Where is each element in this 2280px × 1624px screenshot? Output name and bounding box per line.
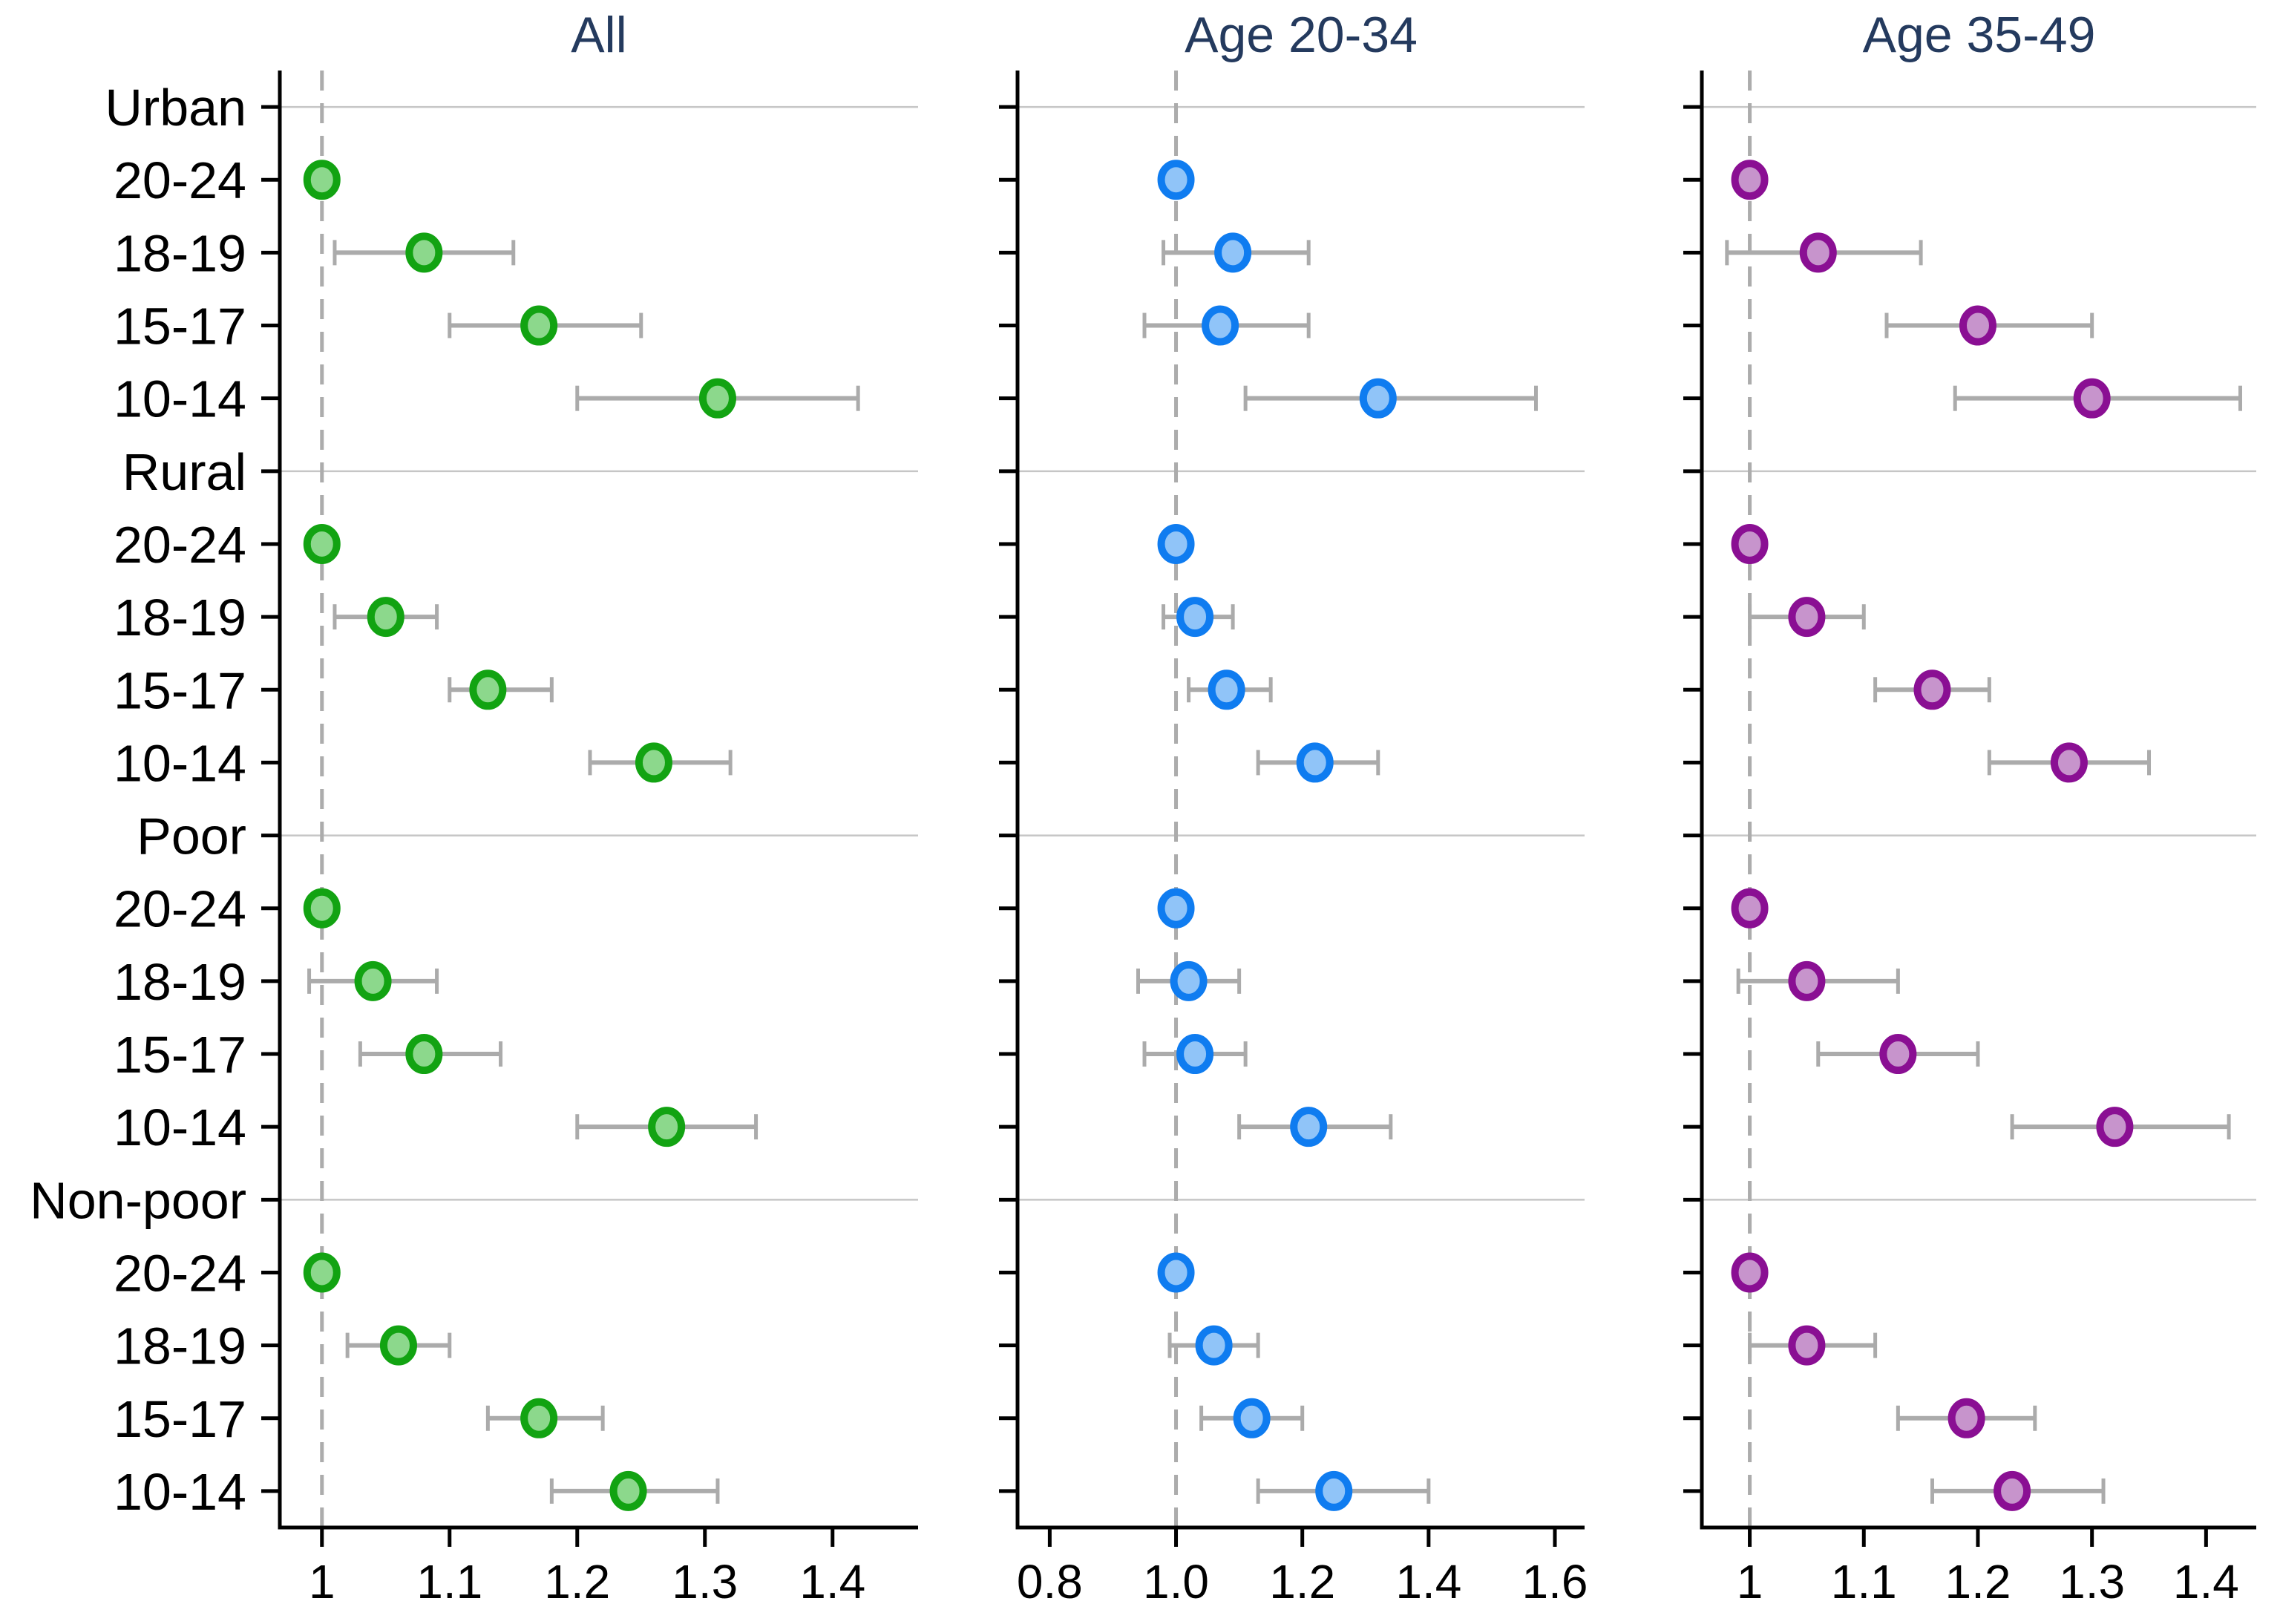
point-marker: [698, 378, 736, 419]
x-tick-label: 1: [309, 1555, 335, 1608]
age-row-label: 10-14: [114, 1463, 246, 1521]
point-marker: [1176, 597, 1214, 638]
point-marker: [1994, 1470, 2031, 1511]
point-marker: [303, 160, 341, 200]
age-row-label: 15-17: [114, 1390, 246, 1448]
x-tick-label: 1: [1737, 1555, 1763, 1608]
point-marker: [303, 888, 341, 929]
point-marker: [1170, 960, 1208, 1001]
x-tick-label: 1.1: [1831, 1555, 1897, 1608]
group-row-label: Poor: [137, 808, 246, 865]
x-tick-label: 1.4: [799, 1555, 865, 1608]
point-marker: [1315, 1470, 1353, 1511]
point-marker: [1195, 1325, 1233, 1366]
point-marker: [367, 597, 404, 638]
point-marker: [1879, 1034, 1917, 1075]
point-marker: [469, 669, 507, 710]
point-marker: [648, 1107, 686, 1147]
x-tick-label: 1.2: [544, 1555, 610, 1608]
age-row-label: 18-19: [114, 953, 246, 1011]
point-marker: [405, 1034, 443, 1075]
panel-0: 1 1.1 1.2 1.3 1.4 Urban 20-24 18-19 15-17 10-14 Ru…: [30, 71, 918, 1608]
point-marker: [354, 960, 392, 1001]
point-marker: [1359, 378, 1397, 419]
x-tick-label: 1.6: [1522, 1555, 1588, 1608]
panel-2: 1 1.1 1.2 1.3 1.4: [1683, 71, 2256, 1608]
panel-title-age-35-49: Age 35-49: [1862, 7, 2096, 63]
point-marker: [520, 1398, 558, 1438]
x-tick-label: 1.1: [416, 1555, 482, 1608]
point-marker: [1157, 523, 1195, 564]
age-row-label: 15-17: [114, 1026, 246, 1084]
point-marker: [1157, 1252, 1195, 1293]
panel-title-age-20-34: Age 20-34: [1185, 7, 1418, 63]
point-marker: [1788, 1325, 1826, 1366]
x-tick-label: 1.2: [1945, 1555, 2011, 1608]
x-tick-label: 0.8: [1017, 1555, 1083, 1608]
panel-title-all: All: [571, 7, 627, 63]
point-marker: [1290, 1107, 1328, 1147]
point-marker: [1731, 523, 1769, 564]
point-marker: [405, 232, 443, 273]
point-marker: [2050, 742, 2088, 783]
panel-1: 0.8 1.0 1.2 1.4 1.6: [999, 71, 1588, 1608]
x-tick-label: 1.4: [2173, 1555, 2239, 1608]
age-row-label: 10-14: [114, 734, 246, 792]
age-row-label: 18-19: [114, 1317, 246, 1375]
x-tick-label: 1.2: [1269, 1555, 1335, 1608]
point-marker: [1233, 1398, 1271, 1438]
age-row-label: 20-24: [114, 151, 246, 209]
point-marker: [1731, 888, 1769, 929]
point-marker: [2096, 1107, 2134, 1147]
point-marker: [1959, 305, 1996, 346]
age-row-label: 15-17: [114, 298, 246, 356]
point-marker: [379, 1325, 417, 1366]
point-marker: [1214, 232, 1252, 273]
point-marker: [1788, 960, 1826, 1001]
point-marker: [520, 305, 558, 346]
point-marker: [1208, 669, 1245, 710]
group-row-label: Rural: [122, 443, 246, 501]
age-row-label: 18-19: [114, 589, 246, 646]
point-marker: [1913, 669, 1951, 710]
point-marker: [303, 1252, 341, 1293]
point-marker: [1788, 597, 1826, 638]
point-marker: [2073, 378, 2111, 419]
point-marker: [1731, 1252, 1769, 1293]
point-marker: [1296, 742, 1334, 783]
age-row-label: 20-24: [114, 516, 246, 574]
group-row-label: Urban: [105, 79, 246, 137]
x-tick-label: 1.3: [2059, 1555, 2125, 1608]
point-marker: [303, 523, 341, 564]
age-row-label: 18-19: [114, 224, 246, 282]
x-tick-label: 1.4: [1395, 1555, 1461, 1608]
point-marker: [609, 1470, 647, 1511]
age-row-label: 10-14: [114, 1099, 246, 1156]
point-marker: [1731, 160, 1769, 200]
group-row-label: Non-poor: [30, 1171, 246, 1229]
point-marker: [635, 742, 672, 783]
point-marker: [1157, 888, 1195, 929]
x-tick-label: 1.0: [1143, 1555, 1209, 1608]
point-marker: [1799, 232, 1837, 273]
point-marker: [1157, 160, 1195, 200]
x-tick-label: 1.3: [672, 1555, 738, 1608]
age-row-label: 20-24: [114, 880, 246, 938]
age-row-label: 20-24: [114, 1244, 246, 1302]
point-marker: [1948, 1398, 1985, 1438]
point-marker: [1202, 305, 1239, 346]
point-marker: [1176, 1034, 1214, 1075]
age-row-label: 15-17: [114, 661, 246, 719]
age-row-label: 10-14: [114, 370, 246, 428]
